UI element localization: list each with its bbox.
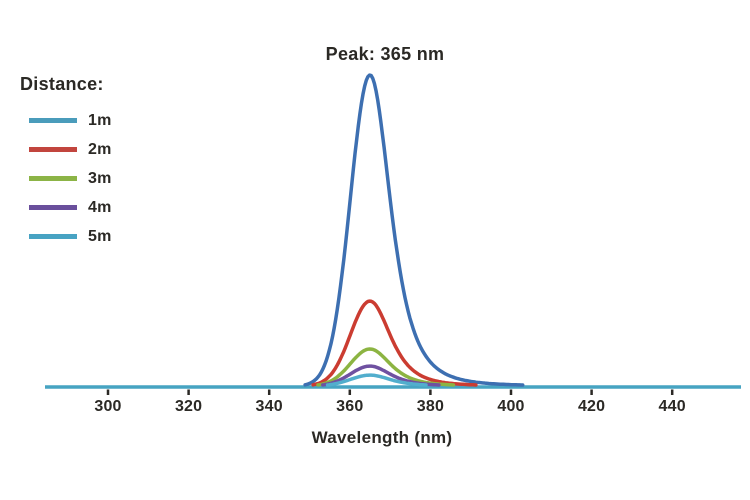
legend-item-3m: 3m [20, 164, 112, 193]
x-tick-label-440: 440 [659, 398, 686, 415]
x-tick-label-360: 360 [336, 398, 363, 415]
legend-item-label-4m: 4m [88, 198, 112, 216]
legend-swatch-5m [29, 234, 77, 239]
curve-1m [303, 73, 525, 387]
legend-item-label-3m: 3m [88, 169, 112, 187]
legend-item-label-5m: 5m [88, 227, 112, 245]
x-axis-label: Wavelength (nm) [311, 428, 453, 447]
curve-5m [325, 373, 428, 387]
x-tick-label-300: 300 [94, 398, 121, 415]
legend-item-4m: 4m [20, 193, 112, 222]
legend: Distance: 1m 2m 3m 4m 5m [20, 74, 112, 251]
x-tick-label-420: 420 [578, 398, 605, 415]
legend-swatch-4m [29, 205, 77, 210]
legend-item-5m: 5m [20, 222, 112, 251]
legend-title: Distance: [20, 74, 104, 94]
legend-items: 1m 2m 3m 4m 5m [20, 106, 112, 251]
legend-swatch-2m [29, 147, 77, 152]
legend-item-1m: 1m [20, 106, 112, 135]
x-tick-label-340: 340 [256, 398, 283, 415]
x-tick-label-380: 380 [417, 398, 444, 415]
x-tick-label-400: 400 [497, 398, 524, 415]
chart-title: Peak: 365 nm [325, 44, 445, 64]
x-tick-label-320: 320 [175, 398, 202, 415]
legend-item-label-1m: 1m [88, 111, 112, 129]
legend-swatch-3m [29, 176, 77, 181]
legend-swatch-1m [29, 118, 77, 123]
legend-item-2m: 2m [20, 135, 112, 164]
legend-item-label-2m: 2m [88, 140, 112, 158]
